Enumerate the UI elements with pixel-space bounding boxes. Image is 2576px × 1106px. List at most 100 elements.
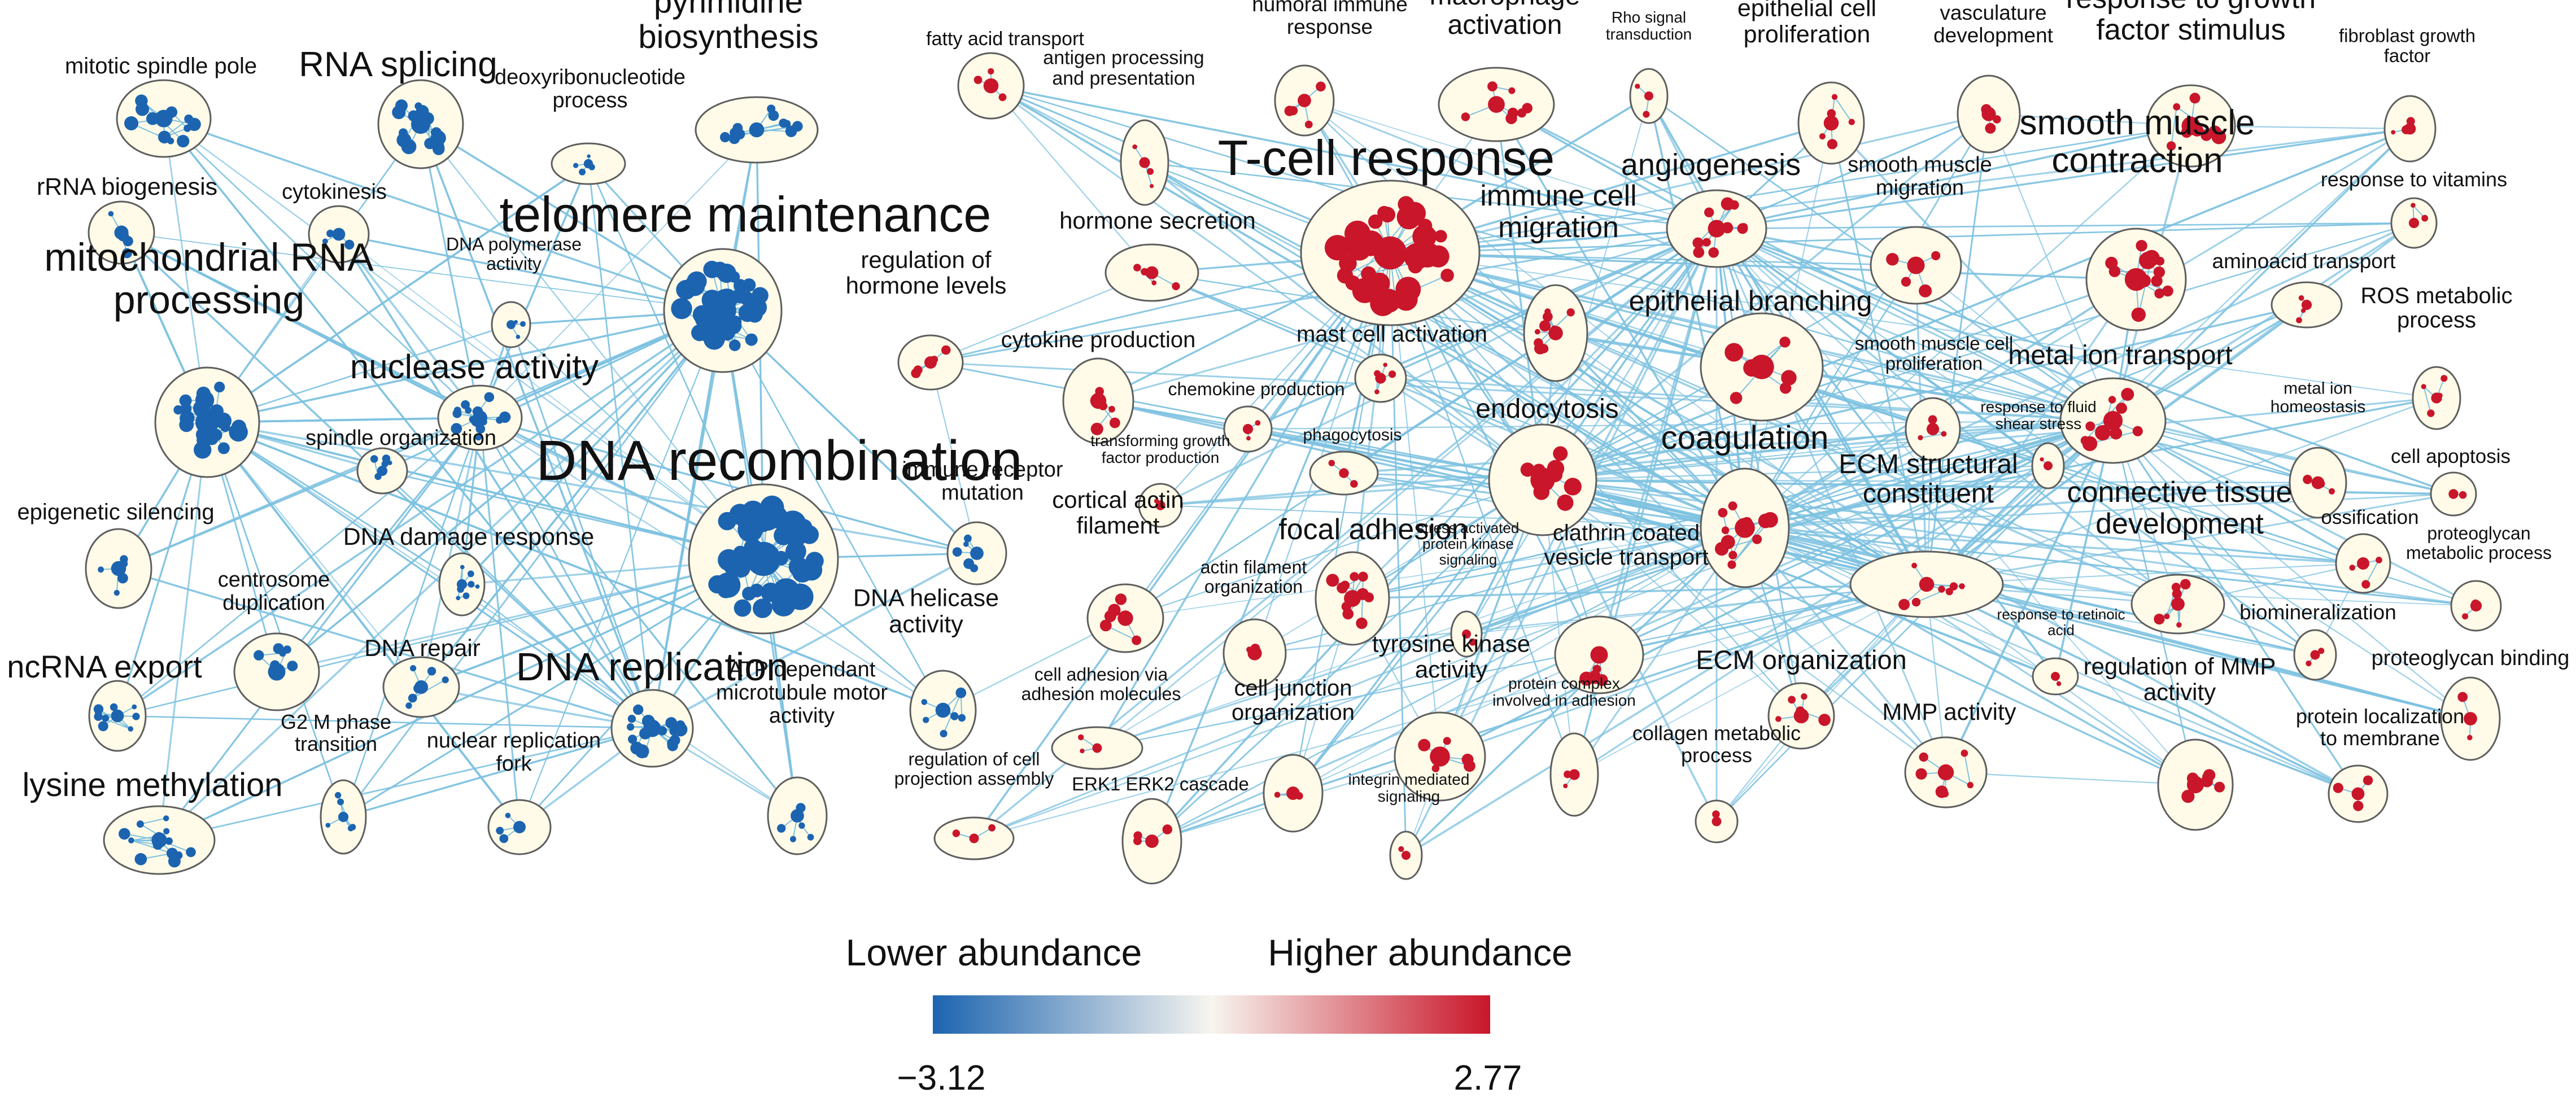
- gene-node: [958, 714, 966, 722]
- cluster-humoral-immune-response[interactable]: humoral immune response: [1252, 0, 1408, 137]
- gene-node: [1242, 423, 1254, 435]
- cluster-dna-repair[interactable]: DNA repair: [364, 635, 481, 718]
- cluster-collagen-metabolic-process[interactable]: collagen metabolic process: [1632, 722, 1801, 843]
- cluster-mast-cell-activation[interactable]: mast cell activation: [1296, 322, 1487, 403]
- cluster-ecm-structural-constituent[interactable]: ECM structural constituent: [1839, 449, 2018, 618]
- cluster-t-cell-response[interactable]: T-cell response: [1218, 130, 1555, 326]
- cluster-nuclease-activity[interactable]: nuclease activity: [350, 348, 599, 451]
- cluster-proteoglycan-binding[interactable]: proteoglycan binding: [2372, 646, 2570, 761]
- gene-node: [2151, 275, 2163, 287]
- cluster-label: response to vitamins: [2321, 168, 2507, 191]
- cluster-cortical-actin-filament[interactable]: cortical actin filament: [1052, 487, 1184, 653]
- cluster-macrophage-activation[interactable]: macrophageactivation: [1430, 0, 1580, 142]
- cluster-epithelial-branching[interactable]: epithelial branching: [1629, 285, 1872, 422]
- cluster-smooth-muscle-migration[interactable]: smooth muscle migration: [1848, 153, 1992, 305]
- cluster-response-to-vitamins[interactable]: response to vitamins: [2321, 168, 2507, 249]
- cluster-hormone-secretion[interactable]: hormone secretion: [1059, 207, 1256, 302]
- cluster-immune-receptor-mutation[interactable]: immune receptor mutation: [902, 458, 1063, 585]
- gene-node: [1941, 431, 1947, 437]
- cluster-ncrna-export[interactable]: ncRNA export: [7, 649, 202, 752]
- network-edge: [276, 310, 723, 672]
- cluster-mitotic-spindle-pole[interactable]: mitotic spindle pole: [65, 54, 257, 158]
- cluster-ecm-organization[interactable]: ECM organization: [1696, 645, 1907, 750]
- cluster-regulation-of-cell-projection-assembly[interactable]: regulation of cell projection assembly: [894, 749, 1054, 860]
- cluster-dna-recombination[interactable]: DNA recombination: [536, 429, 1023, 635]
- cluster-label: centrosome duplication: [218, 568, 330, 615]
- cluster-smooth-muscle-cell-proliferation[interactable]: smooth muscle cell proliferation: [1855, 333, 2014, 461]
- cluster-mmp-activity[interactable]: MMP activity: [1882, 698, 2016, 808]
- cluster-coagulation[interactable]: coagulation: [1661, 419, 1829, 588]
- cluster-actin-filament-organization[interactable]: actin filament organization: [1200, 557, 1307, 688]
- cluster-chemokine-production[interactable]: chemokine production: [1168, 379, 1345, 453]
- cluster-antigen-processing-and-presentation[interactable]: antigen processing and presentation: [1043, 47, 1204, 206]
- cluster-phagocytosis[interactable]: phagocytosis: [1303, 426, 1402, 496]
- cluster-vasculature-development[interactable]: vasculature development: [1933, 1, 2054, 154]
- cluster-focal-adhesion[interactable]: focal adhesion: [1278, 513, 1468, 646]
- cluster-regulation-of-mmp-activity[interactable]: regulation of MMP activity: [2084, 653, 2276, 831]
- cluster-smooth-muscle-contraction[interactable]: smooth muscle contraction: [2020, 103, 2255, 331]
- gene-node: [1938, 585, 1945, 593]
- cluster-metal-ion-transport[interactable]: metal ion transport: [2008, 340, 2233, 464]
- cluster-centrosome-duplication[interactable]: centrosome duplication: [218, 568, 330, 711]
- cluster-transforming-growth-factor-production[interactable]: transforming growth factor production: [1090, 432, 1230, 528]
- cluster-metal-ion-homeostasis[interactable]: metal ion homeostasis: [2271, 379, 2365, 519]
- cluster-fibroblast-growth-factor[interactable]: fibroblast growth factor: [2339, 25, 2475, 163]
- cluster-atp-dependant-microtubule-motor-activity[interactable]: ATP dependant microtubule motor activity: [716, 658, 888, 855]
- cluster-endocytosis[interactable]: endocytosis: [1475, 394, 1619, 536]
- gene-node: [1818, 714, 1831, 726]
- cluster-response-to-retinoic-acid[interactable]: response to retinoic acid: [1997, 606, 2125, 696]
- cluster-fatty-acid-transport[interactable]: fatty acid transport: [926, 28, 1084, 120]
- cluster-dna-polymerase-activity[interactable]: DNA polymerase activity: [446, 234, 582, 348]
- cluster-ros-metabolic-process[interactable]: ROS metabolic process: [2361, 283, 2513, 430]
- cluster-rna-splicing[interactable]: RNA splicing: [299, 45, 497, 169]
- network-edge: [1151, 252, 1391, 842]
- cluster-stress-activated-protein-kinase-signaling[interactable]: stress activated protein kinase signaling: [1417, 519, 1520, 658]
- cluster-dna-replication[interactable]: DNA replication: [516, 645, 788, 768]
- cluster-g2-m-phase-transition[interactable]: G2 M phase transition: [281, 710, 391, 855]
- cluster-integrin-mediated-signaling[interactable]: integrin mediated signaling: [1348, 771, 1470, 880]
- cluster-protein-complex-involved-in-adhesion[interactable]: protein complex involved in adhesion: [1492, 675, 1636, 817]
- network-edge: [207, 324, 512, 423]
- cluster-protein-localization-to-membrane[interactable]: protein localization to membrane: [2296, 705, 2464, 823]
- cluster-ossification[interactable]: ossification: [2321, 506, 2419, 594]
- cluster-deoxyribonucleotide-process[interactable]: deoxyribonucleotide process: [495, 65, 686, 185]
- gene-node: [2162, 285, 2173, 297]
- gene-node: [1117, 610, 1133, 626]
- cluster-dna-damage-response[interactable]: DNA damage response: [343, 523, 595, 617]
- cluster-dna-helicase-activity[interactable]: DNA helicase activity: [853, 585, 999, 751]
- cluster-pyrimidine-biosynthesis[interactable]: pyrimidine biosynthesis: [638, 0, 819, 164]
- cluster-erk1-erk2-cascade[interactable]: ERK1 ERK2 cascade: [1072, 773, 1249, 885]
- cluster-immune-cell-migration[interactable]: immune cell migration: [1480, 180, 1637, 382]
- cluster-nuclear-replication-fork[interactable]: nuclear replication fork: [427, 729, 601, 855]
- network-edge: [1542, 479, 2477, 607]
- cluster-cell-adhesion-via-adhesion-molecules[interactable]: cell adhesion via adhesion molecules: [1021, 664, 1181, 770]
- cluster-response-to-fluid-shear-stress[interactable]: response to fluid shear stress: [1980, 398, 2097, 489]
- cluster-biomineralization[interactable]: biomineralization: [2239, 601, 2396, 681]
- gene-node: [921, 699, 928, 705]
- network-edge: [382, 309, 723, 472]
- cluster-mitochondrial-rna-processing[interactable]: mitochondrial RNA processing: [44, 235, 374, 478]
- cluster-epithelial-cell-proliferation[interactable]: epithelial cell proliferation: [1737, 0, 1876, 165]
- cluster-spindle-organization[interactable]: spindle organization: [305, 426, 496, 495]
- gene-node: [2464, 712, 2477, 725]
- cluster-epigenetic-silencing[interactable]: epigenetic silencing: [17, 500, 215, 609]
- cluster-regulation-of-hormone-levels[interactable]: regulation of hormone levels: [846, 247, 1007, 391]
- cluster-angiogenesis[interactable]: angiogenesis: [1621, 148, 1801, 268]
- gene-node: [728, 271, 740, 283]
- cluster-cell-apoptosis[interactable]: cell apoptosis: [2391, 445, 2510, 517]
- cluster-cytokine-production[interactable]: cytokine production: [1001, 327, 1196, 444]
- network-edge: [1160, 228, 1717, 506]
- cluster-telomere-maintenance[interactable]: telomere maintenance: [500, 186, 992, 373]
- cluster-proteoglycan-metabolic-process[interactable]: proteoglycan metabolic process: [2406, 523, 2552, 632]
- cluster-rrna-biogenesis[interactable]: rRNA biogenesis: [37, 173, 217, 265]
- cluster-aminoacid-transport[interactable]: aminoacid transport: [2212, 250, 2396, 329]
- cluster-tyrosine-kinase-activity[interactable]: tyrosine kinase activity: [1372, 631, 1530, 802]
- cluster-rho-signal-transduction[interactable]: Rho signal transduction: [1606, 8, 1692, 124]
- cluster-clathrin-coated-vesicle-transport[interactable]: clathrin coated vesicle transport: [1544, 521, 1709, 694]
- cluster-lysine-methylation[interactable]: lysine methylation: [23, 767, 283, 875]
- cluster-cell-junction-organization[interactable]: cell junction organization: [1232, 676, 1355, 833]
- cluster-connective-tissue-development[interactable]: connective tissue development: [2067, 476, 2293, 635]
- cluster-cytokinesis[interactable]: cytokinesis: [282, 180, 387, 264]
- gene-node: [1589, 670, 1601, 681]
